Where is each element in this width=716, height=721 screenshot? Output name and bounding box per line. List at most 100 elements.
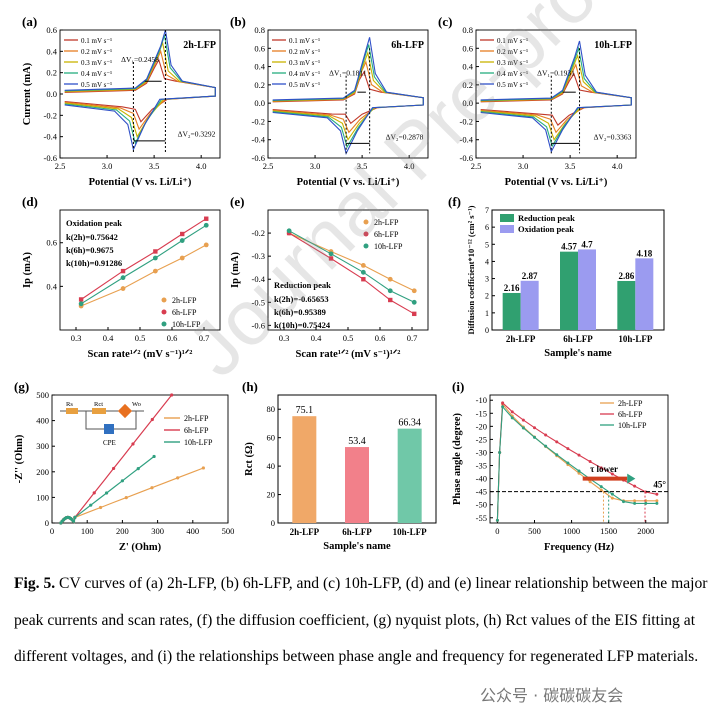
nyquist-g-circuit-label: CPE [103, 439, 116, 447]
phase-i-point [588, 480, 592, 484]
phase-i-point [533, 426, 536, 430]
bar-h-ytick-label: 80 [267, 404, 276, 414]
scatter-d-legend-marker [161, 297, 167, 303]
bar-f-ytick-label: 7 [485, 206, 489, 215]
cv-c-legend-label: 0.5 mV s⁻¹ [497, 81, 528, 89]
bar-f-legend-label: Oxidation peak [518, 224, 574, 234]
phase-i-ytick-label: -10 [476, 395, 487, 405]
scatter-e-xtick-label: 0.3 [279, 333, 290, 343]
nyquist-g-point [136, 467, 140, 471]
nyquist-g-point [201, 466, 205, 470]
nyquist-g-ytick-label: 100 [36, 492, 49, 502]
phase-i-deg45-label: 45° [653, 480, 666, 490]
scatter-d-k-label: k(10h)=0.91286 [66, 258, 122, 268]
cv-b-legend-label: 0.5 mV s⁻¹ [289, 81, 320, 89]
cv-b-xtick-label: 4.0 [404, 161, 415, 171]
bar-f-bar [617, 280, 636, 330]
bar-f-panel-label: (f) [448, 194, 461, 209]
phase-i-ytick-label: -50 [476, 500, 487, 510]
bar-f-bar [635, 258, 654, 330]
nyquist-g-point [104, 491, 109, 495]
phase-i-ytick-label: -30 [476, 447, 487, 457]
bar-f-ylabel: Diffusion coefficient*10⁻¹² (cm² s⁻¹) [466, 205, 476, 334]
bar-f-legend-swatch [500, 225, 514, 233]
nyquist-g-circuit-label: Rs [66, 401, 73, 408]
bar-h-bar-label: 75.1 [296, 405, 314, 416]
scatter-d-legend-label: 2h-LFP [172, 296, 197, 305]
bar-f-bar [578, 249, 596, 330]
cv-b-cv-curve [272, 70, 424, 125]
phase-i-point [501, 401, 505, 405]
cv-a-xtick-label: 4.0 [196, 161, 207, 171]
phase-i-point [588, 460, 592, 464]
nyquist-g-ytick-label: 500 [36, 390, 49, 400]
phase-i-point [599, 488, 603, 492]
scatter-d-ytick-label: 0.6 [46, 238, 57, 248]
phase-i-legend-label: 2h-LFP [618, 399, 643, 408]
scatter-e-ytick-label: -0.4 [252, 274, 266, 284]
scatter-e-xtick-label: 0.6 [375, 333, 386, 343]
scatter-e-ytick-label: -0.3 [252, 251, 265, 261]
bar-f-category-label: 10h-LFP [618, 334, 653, 344]
cv-a-ytick-label: 0.4 [46, 46, 57, 56]
phase-i-point [577, 471, 581, 475]
nyquist-g-point [150, 417, 154, 422]
cv-a-legend-label: 0.2 mV s⁻¹ [81, 48, 112, 56]
scatter-e-k-label: k(10h)=0.75424 [274, 320, 331, 330]
phase-i-point [655, 501, 659, 505]
phase-i-point [655, 499, 659, 503]
nyquist-g-point [124, 496, 128, 500]
scatter-e-legend-marker [363, 243, 369, 249]
nyquist-g-xtick-label: 100 [81, 526, 94, 536]
bar-h-ylabel: Rct (Ω) [244, 442, 255, 476]
cv-c-ytick-label: 0.6 [462, 43, 473, 53]
cv-a-ytick-label: -0.6 [44, 153, 57, 163]
cv-a-xtick-label: 3.5 [149, 161, 160, 171]
cv-a-ytick-label: 0.6 [46, 25, 57, 35]
nyquist-g-cpe [104, 424, 114, 434]
phase-i-legend-label: 10h-LFP [618, 421, 647, 430]
scatter-d-point [78, 301, 84, 307]
scatter-d-point [120, 286, 126, 291]
nyquist-g-point [176, 476, 180, 480]
cv-b-ytick-label: -0.4 [252, 135, 266, 145]
nyquist-g-ytick-label: 0 [45, 518, 49, 528]
cv-b-tag: 6h-LFP [391, 40, 424, 51]
bar-f-bar [502, 292, 521, 330]
phase-i-xlabel: Frequency (Hz) [544, 542, 615, 553]
scatter-e-point [411, 288, 417, 294]
cv-c-ytick-label: -0.4 [460, 135, 474, 145]
cv-a-xlabel: Potential (V vs. Li/Li⁺) [89, 177, 192, 188]
phase-i-point [599, 485, 603, 489]
scatter-e-xtick-label: 0.4 [311, 333, 322, 343]
bar-f-bar [560, 251, 578, 330]
scatter-e-panel-label: (e) [230, 194, 244, 209]
cv-c-ytick-label: 0.0 [462, 98, 473, 108]
phase-i-point [544, 444, 548, 448]
nyquist-g-frame [51, 394, 229, 524]
cv-b-ytick-label: 0.4 [254, 62, 265, 72]
phase-i-ytick-label: -35 [476, 461, 487, 471]
nyquist-g-point [73, 515, 77, 519]
bar-f-bar [520, 280, 539, 330]
scatter-d-legend-label: 10h-LFP [172, 320, 201, 329]
caption-text: CV curves of (a) 2h-LFP, (b) 6h-LFP, and… [14, 575, 708, 665]
cv-a-xtick-label: 2.5 [55, 161, 66, 171]
phase-i-point [577, 469, 581, 473]
scatter-d-k-label: k(6h)=0.9675 [66, 245, 114, 255]
scatter-e-point [361, 277, 366, 282]
cv-c-tag: 10h-LFP [594, 40, 632, 51]
cv-c-frame [475, 29, 637, 159]
figure-canvas: (a) Potential (V vs. Li/Li⁺) Current (mA) 2… [14, 14, 669, 553]
scatter-d-point [204, 216, 209, 221]
cv-c-ytick-label: -0.2 [460, 116, 473, 126]
nyquist-g-ytick-label: 200 [36, 467, 49, 477]
phase-i-point [610, 492, 614, 496]
phase-i-point [633, 501, 637, 505]
bar-h-bar-label: 53.4 [348, 436, 366, 447]
scatter-e-ytick-label: -0.2 [252, 228, 265, 238]
bar-f-ytick-label: 4 [485, 257, 489, 266]
scatter-d-xtick-label: 0.5 [135, 333, 146, 343]
scatter-e-k-label: k(6h)=0.95389 [274, 307, 326, 317]
bar-f-ytick-label: 6 [485, 223, 489, 232]
